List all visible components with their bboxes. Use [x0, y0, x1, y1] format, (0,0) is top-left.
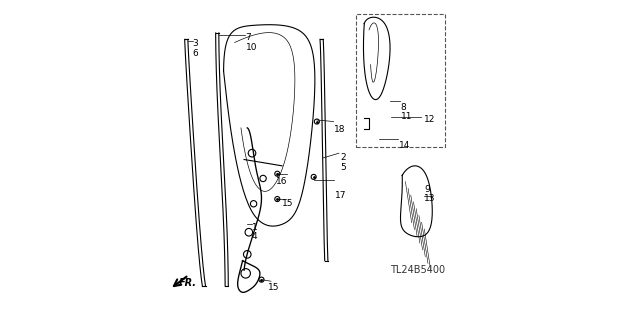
Text: 12: 12: [424, 115, 436, 124]
Bar: [356, 14, 445, 147]
Text: 15: 15: [268, 283, 279, 292]
Text: 1
4: 1 4: [252, 223, 258, 241]
Text: 14: 14: [399, 141, 410, 150]
Text: 16: 16: [276, 177, 287, 186]
Text: 9
13: 9 13: [424, 185, 436, 204]
Text: 7
10: 7 10: [246, 33, 257, 52]
Text: 18: 18: [334, 125, 346, 134]
Text: FR.: FR.: [179, 278, 197, 288]
Text: 17: 17: [335, 191, 347, 200]
Text: TL24B5400: TL24B5400: [390, 265, 445, 275]
Text: 3
6: 3 6: [192, 39, 198, 58]
Text: 8
11: 8 11: [401, 103, 412, 121]
Text: 15: 15: [282, 199, 294, 208]
Text: 2
5: 2 5: [340, 153, 346, 172]
